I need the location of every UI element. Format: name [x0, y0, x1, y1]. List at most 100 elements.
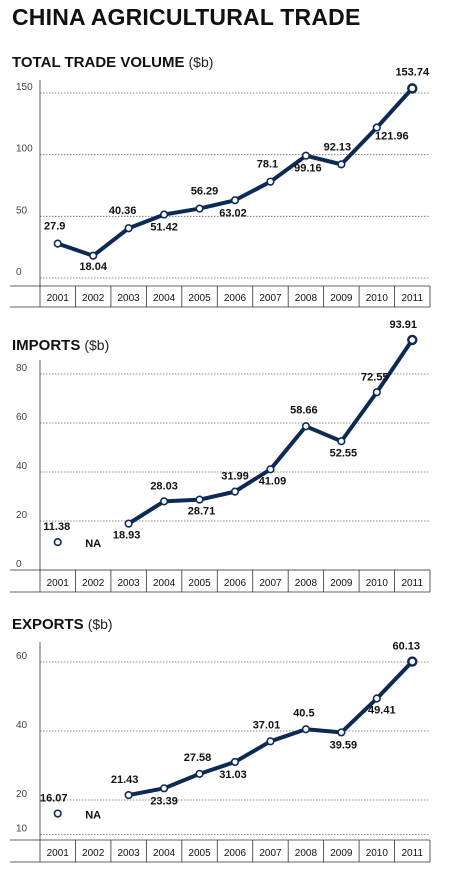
chart3-data-point [301, 725, 311, 734]
chart3-data-point [337, 728, 346, 737]
chart2-na-label: NA [85, 538, 101, 550]
chart1-data-label: 99.16 [294, 163, 322, 175]
chart3-data-point [230, 757, 240, 767]
chart2-data-point [407, 334, 418, 346]
chart3-data-point [266, 737, 275, 746]
chart1-data-label: 63.02 [219, 207, 247, 219]
chart1-data-label: 51.42 [150, 222, 178, 234]
chart3-data-label: 16.07 [40, 793, 68, 805]
chart2-ytick-label: 60 [16, 412, 28, 423]
chart1-ytick-label: 100 [16, 144, 33, 155]
chart1-data-point [266, 177, 275, 186]
chart1-data-point [159, 210, 169, 219]
chart2-ytick-label: 20 [16, 510, 28, 521]
chart2-data-point [372, 388, 381, 397]
chart1-data-point [301, 151, 311, 160]
chart2-data-point [337, 437, 346, 446]
chart3-data-label: 40.5 [293, 707, 314, 719]
chart2-xtick-label: 2011 [402, 578, 424, 589]
chart3-data-label: 31.03 [219, 769, 247, 781]
chart2-data-point [301, 422, 311, 431]
chart1-xtick-label: 2009 [330, 293, 353, 304]
chart1-xtick-label: 2011 [402, 293, 424, 304]
chart1-data-label: 40.36 [109, 205, 137, 217]
chart3-data-label: 49.41 [368, 705, 396, 717]
chart1-xtick-label: 2006 [224, 293, 247, 304]
chart1-data-label: 121.96 [375, 131, 409, 143]
chart2-ytick-label: 40 [16, 461, 28, 472]
chart2-ytick-label: 80 [16, 363, 28, 374]
chart2-data-point [53, 538, 62, 547]
chart1-data-point [195, 204, 204, 213]
chart1-data-label: 27.9 [44, 221, 65, 233]
chart3-xtick-label: 2008 [295, 848, 318, 859]
chart1-xtick-label: 2005 [188, 293, 211, 304]
chart3-ytick-label: 10 [16, 824, 28, 835]
chart3-data-point [159, 784, 169, 793]
chart3-data-label: 21.43 [111, 774, 139, 786]
chart3-data-point [53, 809, 62, 818]
chart1-ytick-label: 0 [16, 267, 22, 278]
chart1-xtick-label: 2008 [295, 293, 318, 304]
chart2-xtick-label: 2007 [259, 578, 282, 589]
chart2-data-label: 31.99 [221, 471, 249, 483]
chart3-ytick-label: 40 [16, 720, 28, 731]
chart3-xtick-label: 2006 [224, 848, 247, 859]
chart1-ytick-label: 50 [16, 205, 28, 216]
chart3-xtick-label: 2002 [82, 848, 105, 859]
chart2-unit: ($b) [84, 337, 109, 353]
chart3-data-label: 37.01 [253, 719, 281, 731]
chart3-ytick-label: 60 [16, 651, 28, 662]
chart3-xtick-label: 2010 [366, 848, 389, 859]
chart2-xtick-label: 2006 [224, 578, 247, 589]
chart2-series-line [126, 337, 415, 526]
chart2-xtick-label: 2010 [366, 578, 389, 589]
chart3-data-point [372, 694, 381, 703]
chart3-xtick-label: 2004 [153, 848, 176, 859]
chart1-data-label: 92.13 [324, 141, 352, 153]
chart1-xtick-label: 2004 [153, 293, 176, 304]
chart2-data-label: 11.38 [43, 521, 70, 533]
chart3-data-point [195, 769, 204, 778]
chart1-data-label: 56.29 [191, 186, 219, 198]
chart1-ytick-label: 150 [16, 82, 33, 93]
chart2-data-label: 41.09 [259, 475, 287, 487]
chart1-data-point [337, 160, 346, 169]
chart1-xtick-label: 2007 [259, 293, 282, 304]
chart2-xtick-label: 2009 [330, 578, 353, 589]
chart2-xtick-label: 2001 [47, 578, 70, 589]
chart1-unit: ($b) [189, 54, 214, 70]
chart1-data-point [124, 224, 133, 233]
chart2-xtick-label: 2008 [295, 578, 318, 589]
chart3-xtick-label: 2001 [47, 848, 70, 859]
chart2-data-label: 72.55 [361, 371, 389, 383]
chart3-data-point [124, 790, 133, 800]
chart1-data-label: 18.04 [79, 261, 107, 273]
chart1-data-point [53, 239, 62, 248]
chart2-data-point [124, 519, 133, 528]
chart2-title: IMPORTS [12, 337, 80, 354]
chart2-data-label: 28.03 [150, 480, 178, 492]
chart3-data-label: 60.13 [393, 641, 421, 653]
chart3-xtick-label: 2005 [188, 848, 211, 859]
chart3-xtick-label: 2009 [330, 848, 353, 859]
chart1-xtick-label: 2003 [118, 293, 141, 304]
chart2-data-point [195, 495, 204, 504]
chart1-data-point [407, 83, 418, 94]
chart1-xtick-label: 2002 [82, 293, 105, 304]
chart1-xtick-label: 2001 [47, 293, 70, 304]
chart2-data-label: 58.66 [290, 404, 318, 416]
chart3-na-label: NA [85, 810, 101, 822]
chart3-xtick-label: 2007 [259, 848, 282, 859]
chart3-ytick-label: 20 [16, 789, 28, 800]
chart1-data-point [372, 123, 381, 132]
chart1-series-line [55, 86, 415, 258]
chart2-ytick-label: 0 [16, 559, 22, 570]
chart2-data-label: 93.91 [390, 319, 418, 331]
chart1-title: TOTAL TRADE VOLUME [12, 54, 185, 71]
chart2-xtick-label: 2004 [153, 578, 176, 589]
chart3-title: EXPORTS [12, 616, 84, 633]
chart1-xtick-label: 2010 [366, 293, 389, 304]
chart2-xtick-label: 2002 [82, 578, 105, 589]
